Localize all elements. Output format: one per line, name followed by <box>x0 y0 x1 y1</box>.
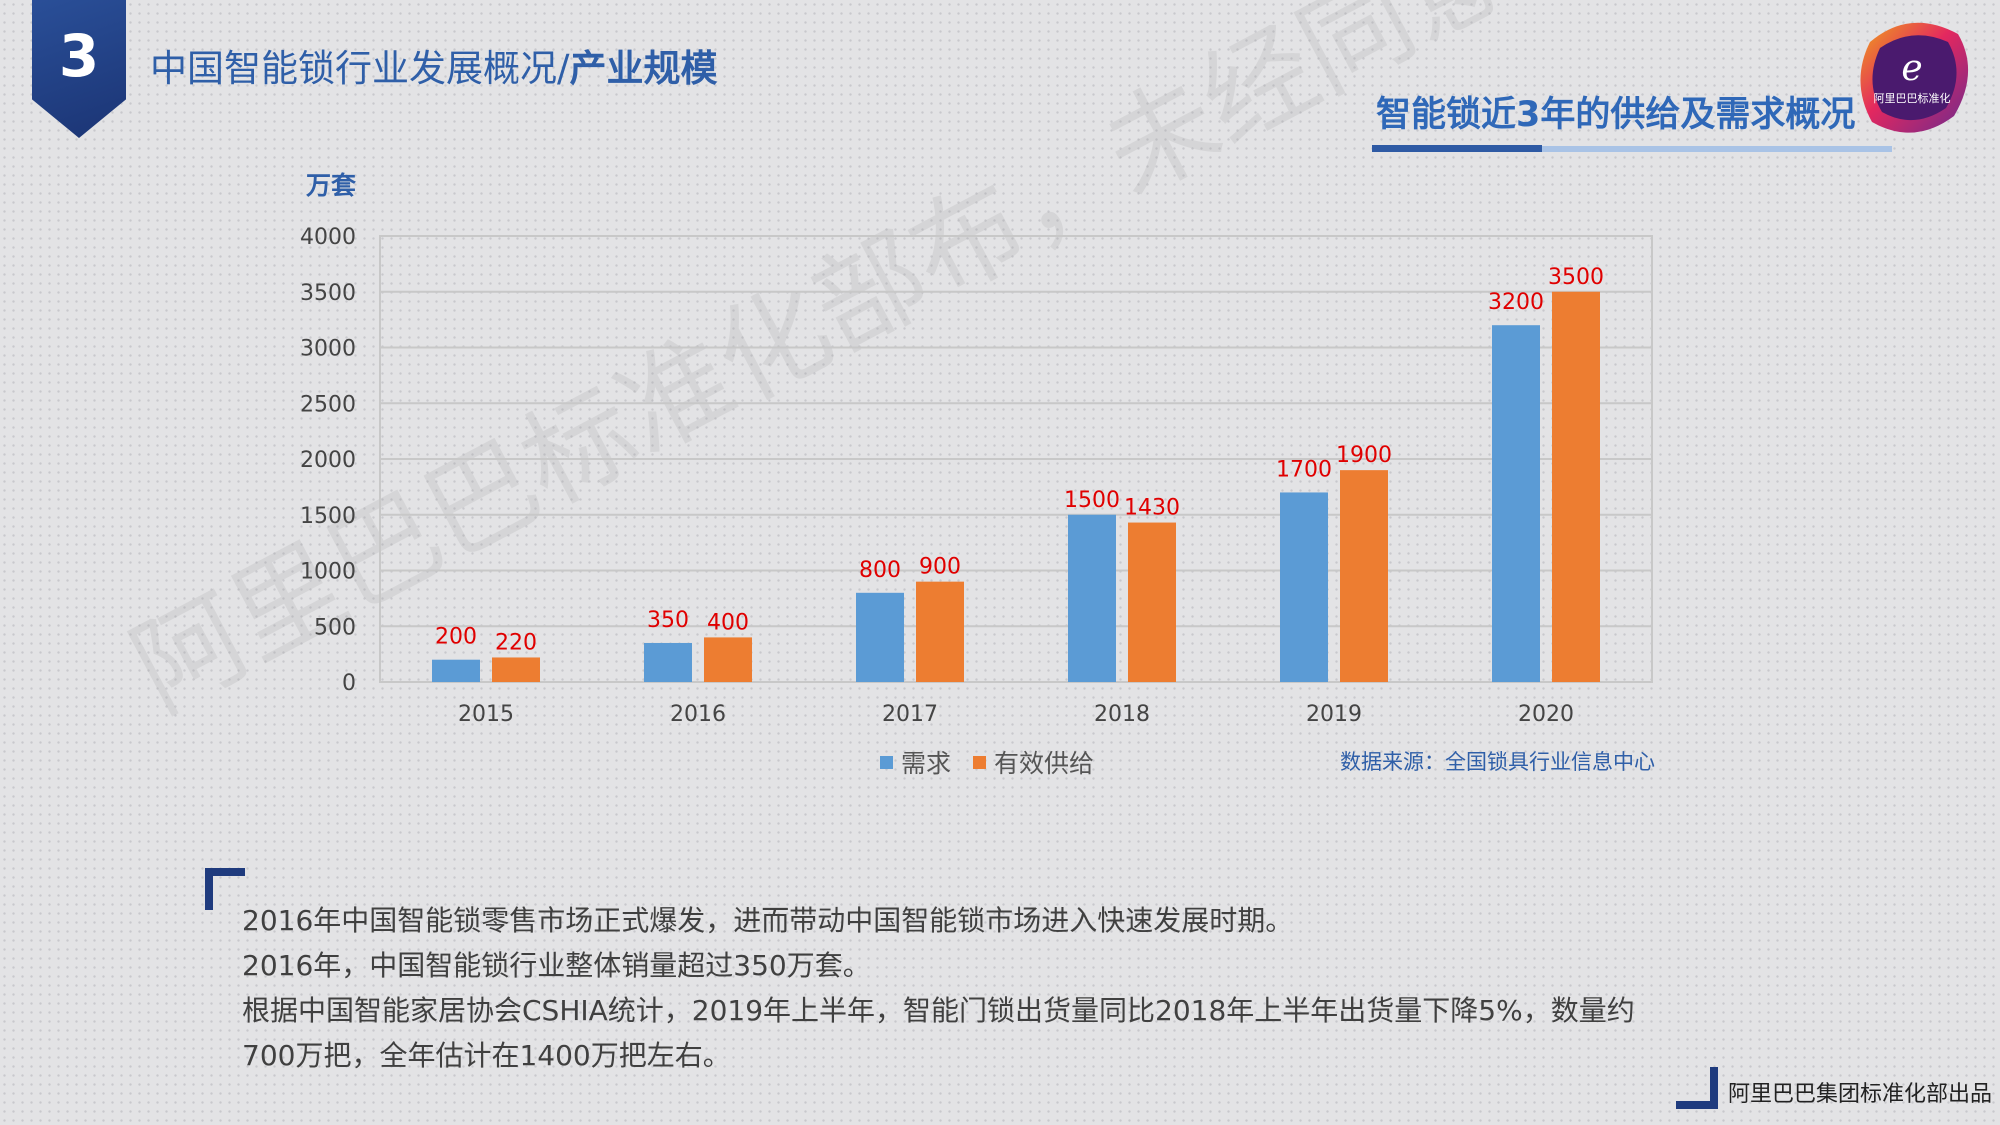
bar-supply <box>704 637 752 682</box>
bar-demand <box>644 642 692 682</box>
note-line: 2016年，中国智能锁行业整体销量超过350万套。 <box>242 949 871 982</box>
section-number: 3 <box>58 22 100 90</box>
bar-demand <box>856 592 904 682</box>
data-label: 1900 <box>1336 443 1392 468</box>
x-tick-label: 2019 <box>1306 702 1362 727</box>
note-line: 根据中国智能家居协会CSHIA统计，2019年上半年，智能门锁出货量同比2018… <box>242 994 1635 1072</box>
x-tick-label: 2017 <box>882 702 938 727</box>
data-label: 350 <box>647 608 689 633</box>
data-label: 3500 <box>1548 265 1604 290</box>
bar-supply <box>1128 522 1176 682</box>
bar-supply <box>916 581 964 682</box>
note-line: 2016年中国智能锁零售市场正式爆发，进而带动中国智能锁市场进入快速发展时期。 <box>242 904 1294 937</box>
data-label: 1700 <box>1276 457 1332 482</box>
bar-supply <box>1340 470 1388 682</box>
chart-subtitle: 智能锁近3年的供给及需求概况 <box>1376 95 1856 135</box>
bar-demand <box>1068 514 1116 682</box>
svg-text:e: e <box>1901 48 1922 89</box>
bar-demand <box>1492 325 1540 682</box>
footer-bracket <box>1676 1067 1718 1109</box>
y-tick-label: 500 <box>314 615 356 640</box>
y-tick-label: 1500 <box>300 504 356 529</box>
page-title: 中国智能锁行业发展概况/产业规模 <box>150 38 717 92</box>
subtitle-underline-dark <box>1372 145 1542 152</box>
legend-item-demand: 需求 <box>880 744 951 780</box>
legend-label-demand: 需求 <box>901 749 952 778</box>
bar-supply <box>1552 291 1600 682</box>
y-tick-label: 4000 <box>300 225 356 250</box>
bar-demand <box>1280 492 1328 682</box>
x-tick-label: 2015 <box>458 702 514 727</box>
legend-swatch-demand <box>880 755 893 769</box>
data-label: 1430 <box>1124 496 1180 521</box>
y-tick-label: 3500 <box>300 281 356 306</box>
data-label: 900 <box>919 555 961 580</box>
logo-text: 阿里巴巴标准化 <box>1874 91 1951 105</box>
data-source: 数据来源：全国锁具行业信息中心 <box>1340 750 1655 774</box>
alibaba-standard-logo: e 阿里巴巴标准化 <box>1850 12 1976 140</box>
y-tick-label: 3000 <box>300 337 356 362</box>
quote-bracket <box>205 868 245 910</box>
page-title-strong: 产业规模 <box>569 47 718 90</box>
data-label: 800 <box>859 558 901 583</box>
data-label: 400 <box>707 610 749 635</box>
legend-swatch-supply <box>973 755 987 769</box>
legend-label-supply: 有效供给 <box>994 749 1095 778</box>
data-label: 220 <box>495 630 537 655</box>
data-label: 200 <box>435 625 477 650</box>
bar-supply <box>492 657 540 682</box>
x-tick-label: 2016 <box>670 702 726 727</box>
y-tick-label: 2500 <box>300 392 356 417</box>
y-axis-label: 万套 <box>306 171 357 200</box>
page-title-main: 中国智能锁行业发展概况/ <box>150 47 570 90</box>
data-label: 1500 <box>1064 488 1120 513</box>
legend-item-supply: 有效供给 <box>973 744 1094 780</box>
chart-legend: 需求 有效供给 <box>880 744 1094 780</box>
x-tick-label: 2020 <box>1518 702 1574 727</box>
x-tick-label: 2018 <box>1094 702 1150 727</box>
footer-credit: 阿里巴巴集团标准化部出品 <box>1728 1082 1993 1107</box>
y-tick-label: 0 <box>342 671 356 696</box>
data-label: 3200 <box>1488 290 1544 315</box>
notes-block: 2016年中国智能锁零售市场正式爆发，进而带动中国智能锁市场进入快速发展时期。 … <box>242 898 1672 1078</box>
y-tick-label: 2000 <box>300 448 356 473</box>
subtitle-underline-light <box>1542 146 1892 152</box>
bar-demand <box>432 659 480 682</box>
y-tick-label: 1000 <box>300 560 356 585</box>
